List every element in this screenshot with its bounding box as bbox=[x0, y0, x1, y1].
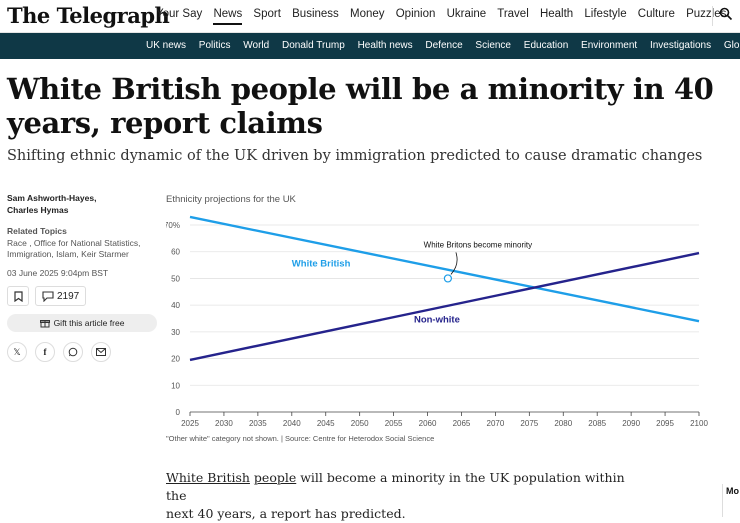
y-tick-label: 30 bbox=[171, 328, 180, 337]
x-tick-label: 2100 bbox=[690, 419, 708, 428]
lede-text: will become a minority in the UK populat… bbox=[166, 470, 625, 503]
subnav-uk-news[interactable]: UK news bbox=[146, 40, 187, 51]
subnav-defence[interactable]: Defence bbox=[425, 40, 463, 51]
nav-divider bbox=[712, 6, 713, 26]
x-tick-label: 2085 bbox=[588, 419, 606, 428]
share-buttons: 𝕏 f bbox=[7, 342, 157, 362]
whatsapp-share-icon[interactable] bbox=[63, 342, 83, 362]
subnav-global[interactable]: Global bbox=[723, 40, 740, 51]
nav-news[interactable]: News bbox=[213, 8, 243, 25]
nav-travel[interactable]: Travel bbox=[497, 8, 529, 20]
y-tick-label: 20 bbox=[171, 355, 180, 364]
email-share-icon[interactable] bbox=[91, 342, 111, 362]
gift-icon bbox=[39, 320, 50, 328]
publish-date: 03 June 2025 9:04pm BST bbox=[7, 268, 109, 278]
author-name[interactable]: Charles Hymas bbox=[7, 205, 69, 215]
subnav-health-news[interactable]: Health news bbox=[357, 40, 413, 51]
subnav-science[interactable]: Science bbox=[475, 40, 511, 51]
article-meta-sidebar: Sam Ashworth-Hayes, Charles Hymas Relate… bbox=[7, 192, 157, 362]
lede-text: next 40 years, a report has predicted. bbox=[166, 506, 406, 521]
x-tick-label: 2055 bbox=[385, 419, 403, 428]
nav-business[interactable]: Business bbox=[292, 8, 339, 20]
x-tick-label: 2045 bbox=[317, 419, 335, 428]
gift-label: Gift this article free bbox=[53, 318, 125, 328]
non-white-line bbox=[189, 251, 700, 362]
x-tick-label: 2090 bbox=[622, 419, 640, 428]
main-nav: Your Say News Sport Business Money Opini… bbox=[156, 8, 734, 25]
nav-puzzles[interactable]: Puzzles bbox=[686, 8, 727, 20]
comments-button[interactable]: 2197 bbox=[35, 286, 87, 306]
x-tick-label: 2030 bbox=[215, 419, 233, 428]
nav-your-say[interactable]: Your Say bbox=[156, 8, 203, 20]
x-tick-label: 2070 bbox=[487, 419, 505, 428]
nav-ukraine[interactable]: Ukraine bbox=[446, 8, 487, 20]
comment-icon bbox=[42, 290, 54, 302]
y-tick-label: 40 bbox=[171, 301, 180, 310]
author-name[interactable]: Sam Ashworth-Hayes, bbox=[7, 193, 97, 203]
white-british-link[interactable]: White British bbox=[166, 470, 250, 485]
subnav-politics[interactable]: Politics bbox=[198, 40, 231, 51]
bookmark-icon bbox=[13, 290, 23, 302]
series-label-white-british: White British bbox=[292, 258, 351, 269]
x-tick-label: 2095 bbox=[656, 419, 674, 428]
subnav-donald-trump[interactable]: Donald Trump bbox=[281, 40, 345, 51]
chart-title: Ethnicity projections for the UK bbox=[166, 194, 296, 205]
people-link[interactable]: people bbox=[253, 470, 297, 485]
crossover-marker bbox=[443, 274, 452, 283]
nav-sport[interactable]: Sport bbox=[253, 8, 281, 20]
x-tick-label: 2075 bbox=[520, 419, 538, 428]
x-tick-label: 2040 bbox=[283, 419, 301, 428]
y-tick-label: 60 bbox=[171, 248, 180, 257]
series-label-non-white: Non-white bbox=[414, 315, 460, 326]
standfirst: Shifting ethnic dynamic of the UK driven… bbox=[7, 148, 703, 164]
facebook-share-icon[interactable]: f bbox=[35, 342, 55, 362]
search-icon[interactable] bbox=[719, 7, 733, 21]
top-bar: The Telegraph Your Say News Sport Busine… bbox=[0, 0, 740, 33]
y-tick-label: 50 bbox=[171, 274, 180, 283]
subnav-investigations[interactable]: Investigations bbox=[649, 40, 712, 51]
subnav-education[interactable]: Education bbox=[523, 40, 569, 51]
nav-money[interactable]: Money bbox=[350, 8, 385, 20]
author-byline: Sam Ashworth-Hayes, Charles Hymas bbox=[7, 192, 157, 216]
x-tick-label: 2060 bbox=[419, 419, 437, 428]
article-actions: 2197 bbox=[7, 286, 157, 306]
x-tick-label: 2080 bbox=[554, 419, 572, 428]
comment-count: 2197 bbox=[57, 290, 80, 302]
gift-article-button[interactable]: Gift this article free bbox=[7, 314, 157, 332]
x-tick-label: 2050 bbox=[351, 419, 369, 428]
x-tick-label: 2025 bbox=[181, 419, 199, 428]
chart-source: "Other white" category not shown. | Sour… bbox=[166, 434, 435, 443]
headline: White British people will be a minority … bbox=[7, 72, 714, 140]
white-british-line bbox=[189, 215, 700, 323]
y-tick-label: 0 bbox=[176, 408, 181, 417]
x-share-icon[interactable]: 𝕏 bbox=[7, 342, 27, 362]
section-subnav: UK news Politics World Donald Trump Heal… bbox=[0, 33, 740, 59]
x-tick-label: 2035 bbox=[249, 419, 267, 428]
more-panel[interactable]: Mo bbox=[722, 484, 740, 517]
y-tick-label: 70% bbox=[166, 221, 180, 230]
telegraph-logo[interactable]: The Telegraph bbox=[7, 3, 170, 28]
related-topics-title: Related Topics bbox=[7, 226, 67, 236]
nav-lifestyle[interactable]: Lifestyle bbox=[584, 8, 627, 20]
related-topics-list[interactable]: Race , Office for National Statistics, I… bbox=[7, 238, 141, 259]
bookmark-button[interactable] bbox=[7, 286, 29, 306]
subnav-environment[interactable]: Environment bbox=[581, 40, 638, 51]
nav-culture[interactable]: Culture bbox=[637, 8, 675, 20]
x-tick-label: 2065 bbox=[453, 419, 471, 428]
subnav-world[interactable]: World bbox=[243, 40, 270, 51]
y-tick-label: 10 bbox=[171, 381, 180, 390]
nav-health[interactable]: Health bbox=[539, 8, 574, 20]
annotation-label: White Britons become minority bbox=[424, 240, 532, 249]
nav-opinion[interactable]: Opinion bbox=[395, 8, 436, 20]
annotation-arrow bbox=[450, 252, 458, 275]
